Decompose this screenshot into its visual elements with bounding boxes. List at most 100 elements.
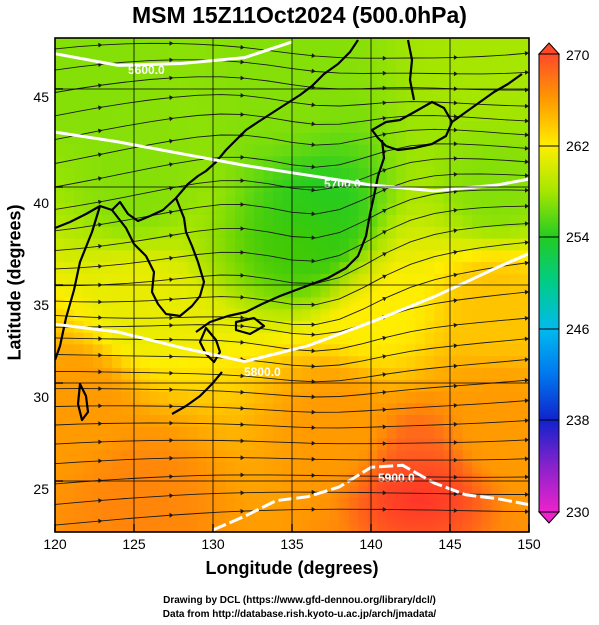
field-cell <box>74 226 85 239</box>
field-cell <box>74 426 85 439</box>
field-cell <box>64 249 75 263</box>
field-cell <box>292 520 303 532</box>
field-cell <box>529 332 539 344</box>
field-cell <box>481 190 492 204</box>
field-cell <box>301 155 312 168</box>
field-cell <box>102 85 113 98</box>
field-cell <box>216 61 227 74</box>
warm-core <box>330 450 510 532</box>
field-cell <box>149 308 160 321</box>
field-cell <box>55 61 66 74</box>
field-cell <box>102 508 113 521</box>
streamline-arrow <box>169 512 174 518</box>
field-cell <box>187 414 198 427</box>
field-cell <box>339 355 350 368</box>
field-cell <box>216 38 227 51</box>
field-cell <box>111 485 122 498</box>
field-cell <box>168 49 179 63</box>
field-cell <box>168 96 179 110</box>
field-cell <box>225 402 236 415</box>
field-cell <box>282 414 293 427</box>
field-cell <box>140 85 151 98</box>
streamline-arrow <box>453 440 458 445</box>
field-cell <box>358 449 369 463</box>
field-cell <box>491 108 502 121</box>
field-cell <box>168 190 179 204</box>
streamline-arrow <box>98 478 103 483</box>
field-cell <box>481 38 492 51</box>
streamline-arrow <box>382 208 387 214</box>
field-cell <box>453 437 464 451</box>
field-cell <box>434 73 445 86</box>
field-cell <box>159 473 170 486</box>
field-cell <box>187 96 198 110</box>
field-cell <box>396 202 407 216</box>
field-cell <box>386 73 397 86</box>
field-cell <box>396 108 407 121</box>
field-cell <box>74 249 85 263</box>
streamline-arrow <box>382 230 387 235</box>
field-cell <box>254 473 265 486</box>
field-cell <box>405 179 416 192</box>
field-cell <box>434 367 445 380</box>
field-cell <box>55 473 66 486</box>
streamline-arrow <box>524 437 529 443</box>
contour-labels: 5600.0 5700.0 5800.0 5900.0 <box>128 63 415 485</box>
field-cell <box>339 132 350 145</box>
field-cell <box>510 485 521 498</box>
field-cell <box>273 390 284 404</box>
streamline-arrow <box>98 83 103 88</box>
field-cell <box>254 155 265 168</box>
streamline-arrow <box>98 336 103 342</box>
field-cell <box>339 449 350 463</box>
field-cell <box>348 367 359 380</box>
field-cell <box>168 261 179 274</box>
field-cell <box>519 108 529 121</box>
field-cell <box>178 179 189 192</box>
streamline-arrow <box>453 383 458 389</box>
field-cell <box>64 167 75 180</box>
field-cell <box>178 473 189 486</box>
field-cell <box>130 85 141 98</box>
field-cell <box>282 437 293 451</box>
field-cell <box>64 379 75 392</box>
streamline-arrow <box>98 518 103 524</box>
field-cell <box>121 61 132 74</box>
field-cell <box>443 261 454 274</box>
field-cell <box>55 296 66 310</box>
field-cell <box>102 449 113 463</box>
field-cell <box>216 49 227 63</box>
field-cell <box>377 296 388 310</box>
field-cell <box>149 414 160 427</box>
streamline-arrow <box>169 297 174 302</box>
field-cell <box>168 343 179 357</box>
field-cell <box>301 73 312 86</box>
field-cell <box>197 343 208 357</box>
field-cell <box>386 332 397 345</box>
field-cell <box>111 496 122 510</box>
field-cell <box>216 85 227 98</box>
field-cell <box>396 238 407 251</box>
streamline-arrow <box>98 222 103 228</box>
streamline-arrow <box>169 438 174 443</box>
field-cell <box>519 61 529 74</box>
field-cell <box>121 296 132 310</box>
streamline-arrow <box>382 457 387 463</box>
coastline-taiwan <box>76 382 90 422</box>
colorbar-bottom-arrow <box>537 511 561 524</box>
field-cell <box>74 355 85 368</box>
field-cell <box>282 320 293 333</box>
field-cell <box>320 508 331 521</box>
field-cell <box>339 85 350 98</box>
field-cell <box>301 437 312 451</box>
field-cell <box>311 73 322 86</box>
field-cell <box>235 73 246 86</box>
field-cell <box>529 273 539 285</box>
field-cell <box>292 379 303 392</box>
field-cell <box>367 61 378 74</box>
field-cell <box>111 379 122 392</box>
field-cell <box>254 390 265 404</box>
field-cell <box>197 402 208 415</box>
field-cell <box>254 426 265 439</box>
streamline-arrow <box>240 250 245 255</box>
